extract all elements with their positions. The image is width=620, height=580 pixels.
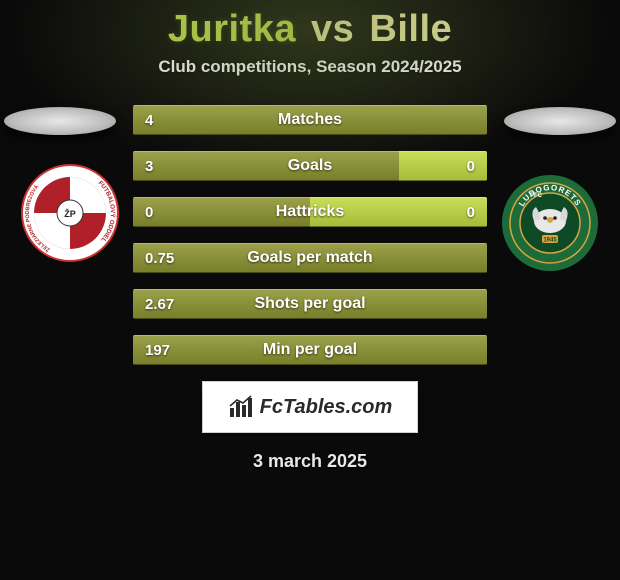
stat-bars: Matches4 Goals30 Hattricks00 Goals per matc… <box>133 105 487 365</box>
subtitle: Club competitions, Season 2024/2025 <box>0 57 620 77</box>
pedestal-left <box>4 107 116 135</box>
comparison-stage: ŽP FUTBALOVÝ ODDIEL ŽELEZIARNE PODBREZOV… <box>0 105 620 365</box>
page-title: Juritka vs Bille <box>0 0 620 51</box>
stat-seg-left <box>133 105 487 135</box>
date-text: 3 march 2025 <box>0 451 620 472</box>
stat-row: Goals per match0.75 <box>133 243 487 273</box>
stat-row: Goals30 <box>133 151 487 181</box>
stat-seg-left <box>133 243 487 273</box>
stat-row: Hattricks00 <box>133 197 487 227</box>
team-badge-left: ŽP FUTBALOVÝ ODDIEL ŽELEZIARNE PODBREZOV… <box>20 163 120 263</box>
stat-row: Shots per goal2.67 <box>133 289 487 319</box>
stat-seg-right <box>310 197 487 227</box>
svg-text:1945: 1945 <box>543 238 557 244</box>
stat-seg-left <box>133 197 310 227</box>
stat-seg-right <box>399 151 488 181</box>
stat-row: Min per goal197 <box>133 335 487 365</box>
team-badge-right: 1945 LUDOGORETS PFC <box>500 173 600 273</box>
svg-text:ŽP: ŽP <box>64 208 76 219</box>
team-left-crest-icon: ŽP FUTBALOVÝ ODDIEL ŽELEZIARNE PODBREZOV… <box>20 163 120 263</box>
pedestal-right <box>504 107 616 135</box>
player2-name: Bille <box>369 8 452 50</box>
team-right-crest-icon: 1945 LUDOGORETS PFC <box>500 173 600 273</box>
vs-text: vs <box>311 8 354 50</box>
stat-seg-left <box>133 289 487 319</box>
stat-seg-left <box>133 151 399 181</box>
player1-name: Juritka <box>168 8 296 50</box>
svg-text:PFC: PFC <box>530 193 543 199</box>
stat-seg-left <box>133 335 487 365</box>
fctables-logo[interactable]: FcTables.com <box>202 381 418 433</box>
bars-icon <box>228 394 254 420</box>
stat-row: Matches4 <box>133 105 487 135</box>
logo-text: FcTables.com <box>260 396 393 419</box>
